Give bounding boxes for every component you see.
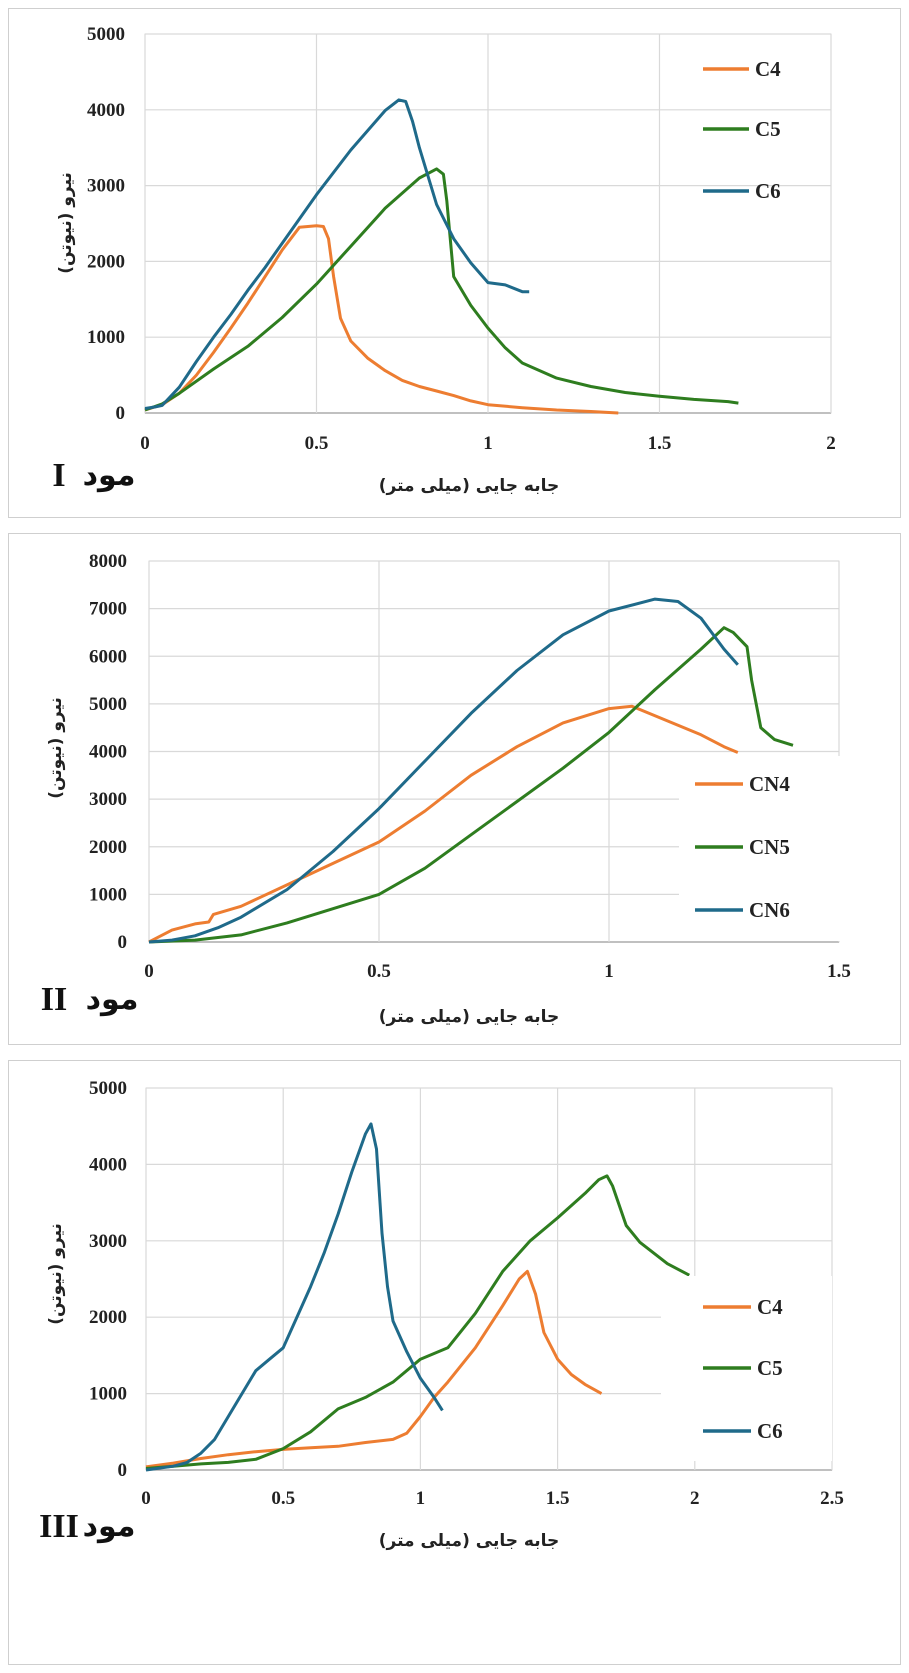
y-tick-label: 1000 (89, 1384, 127, 1405)
y-tick-label: 0 (118, 1460, 128, 1481)
legend-label: C6 (755, 179, 781, 203)
series-line-c4 (145, 1269, 603, 1469)
y-tick-label: 0 (118, 932, 128, 953)
mode-word: مود (83, 458, 136, 493)
y-tick-label: 4000 (89, 1154, 127, 1175)
x-tick-label: 0.5 (367, 961, 391, 982)
y-tick-label: 2000 (89, 837, 127, 858)
chart-svg-mode-1: 0 1000 2000 3000 4000 5000 0 0.5 1 1.5 2 C4 C5 C6 نیرو… (52, 24, 836, 496)
x-tick-label: 0 (140, 433, 150, 454)
chart-panel-mode-2: 0 1000 2000 3000 4000 5000 6000 7000 8000 0 0.5 1 1.… (8, 533, 901, 1045)
legend-label: CN5 (749, 835, 790, 859)
mode-word: مود (83, 1509, 136, 1544)
series-line-cn4 (148, 704, 739, 944)
x-tick-label: 1 (416, 1488, 426, 1509)
series-line-c6 (145, 1122, 444, 1472)
x-tick-label: 2 (826, 433, 836, 454)
series-line-c6 (144, 98, 530, 410)
x-tick-label: 2.5 (820, 1488, 844, 1509)
chart-panel-mode-1: 0 1000 2000 3000 4000 5000 0 0.5 1 1.5 2 C4 C5 C6 نیرو… (8, 8, 901, 518)
y-tick-label: 2000 (87, 251, 125, 272)
y-tick-label: 5000 (89, 1078, 127, 1099)
series-line-c4 (144, 224, 619, 415)
y-tick-label: 1000 (87, 327, 125, 348)
series-line-cn6 (148, 597, 739, 944)
y-tick-label: 8000 (89, 551, 127, 572)
chart-svg-mode-3: 0 1000 2000 3000 4000 5000 0 0.5 1 1.5 2 2.5 C4 C5 C6 ن… (39, 1078, 844, 1551)
y-tick-label: 3000 (89, 789, 127, 810)
legend-label: C4 (755, 57, 781, 81)
series-line-c5 (144, 167, 739, 412)
mode-number: III (39, 1508, 79, 1545)
y-tick-label: 0 (116, 403, 126, 424)
x-tick-label: 2 (690, 1488, 700, 1509)
legend-label: CN4 (749, 772, 790, 796)
series-line-cn5 (148, 626, 794, 944)
legend-label: C6 (757, 1419, 783, 1443)
y-tick-label: 5000 (87, 24, 125, 45)
mode-word: مود (86, 982, 139, 1017)
y-tick-label: 2000 (89, 1307, 127, 1328)
x-tick-label: 0 (144, 961, 154, 982)
y-tick-label: 5000 (89, 694, 127, 715)
y-axis-title: نیرو (نیوتن) (46, 697, 66, 799)
x-tick-label: 0.5 (271, 1488, 295, 1509)
x-tick-label: 0.5 (305, 433, 329, 454)
y-axis-title: نیرو (نیوتن) (56, 172, 76, 274)
x-axis-title: جابه جایی (میلی متر) (379, 1531, 559, 1551)
chart-panel-mode-3: 0 1000 2000 3000 4000 5000 0 0.5 1 1.5 2 2.5 C4 C5 C6 ن… (8, 1060, 901, 1665)
x-tick-label: 1 (483, 433, 493, 454)
x-tick-label: 1.5 (827, 961, 851, 982)
y-tick-label: 4000 (89, 742, 127, 763)
y-tick-label: 4000 (87, 100, 125, 121)
chart-svg-mode-2: 0 1000 2000 3000 4000 5000 6000 7000 8000 0 0.5 1 1.… (41, 551, 859, 1027)
y-tick-label: 3000 (89, 1231, 127, 1252)
y-tick-label: 7000 (89, 599, 127, 620)
y-tick-label: 1000 (89, 884, 127, 905)
x-axis-title: جابه جایی (میلی متر) (379, 476, 559, 496)
mode-number: I (52, 457, 65, 494)
legend-label: C5 (755, 117, 781, 141)
x-tick-label: 1.5 (546, 1488, 570, 1509)
x-tick-label: 1 (604, 961, 614, 982)
y-tick-label: 6000 (89, 646, 127, 667)
series-line-c5 (145, 1174, 690, 1470)
legend-label: CN6 (749, 898, 790, 922)
legend-label: C5 (757, 1356, 783, 1380)
x-axis-title: جابه جایی (میلی متر) (379, 1007, 559, 1027)
y-tick-label: 3000 (87, 176, 125, 197)
x-tick-label: 0 (141, 1488, 151, 1509)
y-axis-title: نیرو (نیوتن) (46, 1223, 66, 1325)
legend-label: C4 (757, 1295, 783, 1319)
x-tick-label: 1.5 (648, 433, 672, 454)
mode-number: II (41, 981, 67, 1018)
